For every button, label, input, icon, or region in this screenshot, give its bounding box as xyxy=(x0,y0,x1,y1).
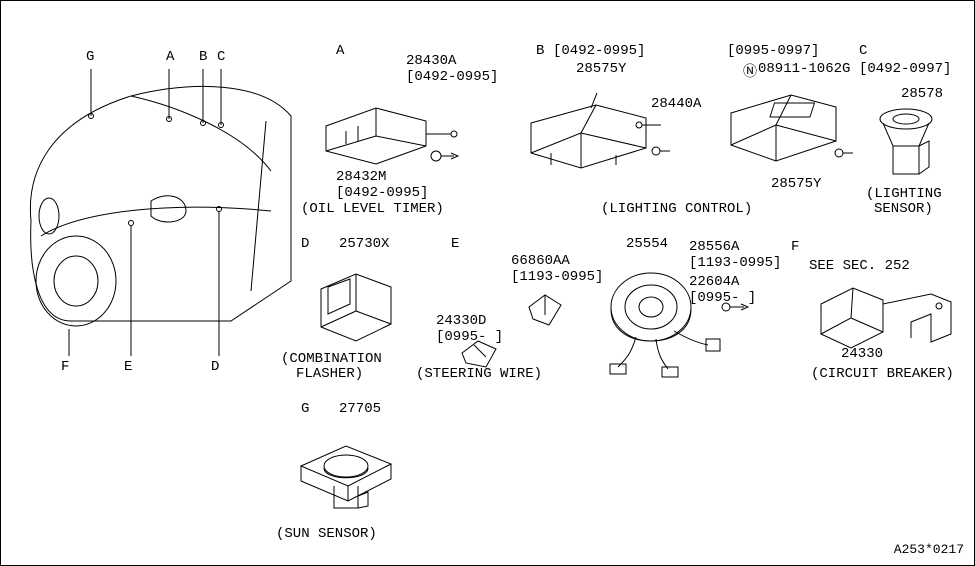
callout-08911: 08911-1062G xyxy=(758,61,850,77)
section-b-bracket: [0492-0995] xyxy=(553,43,645,59)
callout-28432m: 28432M xyxy=(336,169,386,185)
diagram-stage: G A B C F E D A 28430A [0492-0995] 28432… xyxy=(0,0,975,566)
sun-sensor-icon xyxy=(286,426,406,526)
marker-f-bot: F xyxy=(61,359,69,375)
caption-lighting-sensor-l2: SENSOR) xyxy=(874,201,933,217)
section-d-letter: D xyxy=(301,236,309,252)
callout-0995-0997: [0995-0997] xyxy=(727,43,819,59)
caption-comb-flasher-l1: (COMBINATION xyxy=(281,351,382,367)
caption-sun-sensor: (SUN SENSOR) xyxy=(276,526,377,542)
callout-25554: 25554 xyxy=(626,236,668,252)
section-b-letter: B xyxy=(536,43,544,59)
marker-d-bot: D xyxy=(211,359,219,375)
oil-level-timer-icon xyxy=(316,96,466,176)
marker-a-top: A xyxy=(166,49,174,65)
callout-66860aa: 66860AA xyxy=(511,253,570,269)
diagram-id: A253*0217 xyxy=(894,542,964,557)
callout-25730x: 25730X xyxy=(339,236,389,252)
caption-lighting-sensor-l1: (LIGHTING xyxy=(866,186,942,202)
callout-28432m-bracket: [0492-0995] xyxy=(336,185,428,201)
callout-27705: 27705 xyxy=(339,401,381,417)
section-g-letter: G xyxy=(301,401,309,417)
lighting-sensor-icon xyxy=(871,101,951,191)
section-a-letter: A xyxy=(336,43,344,59)
car-outline xyxy=(11,61,301,361)
section-e-letter: E xyxy=(451,236,459,252)
callout-24330d: 24330D xyxy=(436,313,486,329)
lighting-control-box2-icon xyxy=(721,83,861,183)
caption-steering-wire: (STEERING WIRE) xyxy=(416,366,542,382)
circuit-breaker-icon xyxy=(811,276,961,361)
callout-28578: 28578 xyxy=(901,86,943,102)
steering-wire-coil-icon xyxy=(596,259,756,379)
section-c-letter: C xyxy=(859,43,867,59)
marker-g-top: G xyxy=(86,49,94,65)
caption-circuit-breaker: (CIRCUIT BREAKER) xyxy=(811,366,954,382)
callout-see-sec-252: SEE SEC. 252 xyxy=(809,258,910,274)
steering-clip1-icon xyxy=(521,289,571,334)
lighting-control-box1-icon xyxy=(521,93,671,183)
callout-08911-prefix: Ⓝ xyxy=(743,61,757,81)
section-f-letter: F xyxy=(791,239,799,255)
caption-oil-level-timer: (OIL LEVEL TIMER) xyxy=(301,201,444,217)
callout-28575y-1: 28575Y xyxy=(576,61,626,77)
marker-c-top: C xyxy=(217,49,225,65)
marker-b-top: B xyxy=(199,49,207,65)
caption-lighting-control: (LIGHTING CONTROL) xyxy=(601,201,752,217)
marker-e-bot: E xyxy=(124,359,132,375)
callout-28430a-bracket: [0492-0995] xyxy=(406,69,498,85)
callout-66860aa-bracket: [1193-0995] xyxy=(511,269,603,285)
callout-28556a: 28556A xyxy=(689,239,739,255)
caption-comb-flasher-l2: FLASHER) xyxy=(296,366,363,382)
callout-28430a: 28430A xyxy=(406,53,456,69)
section-c-bracket: [0492-0997] xyxy=(859,61,951,77)
combination-flasher-icon xyxy=(306,259,406,349)
